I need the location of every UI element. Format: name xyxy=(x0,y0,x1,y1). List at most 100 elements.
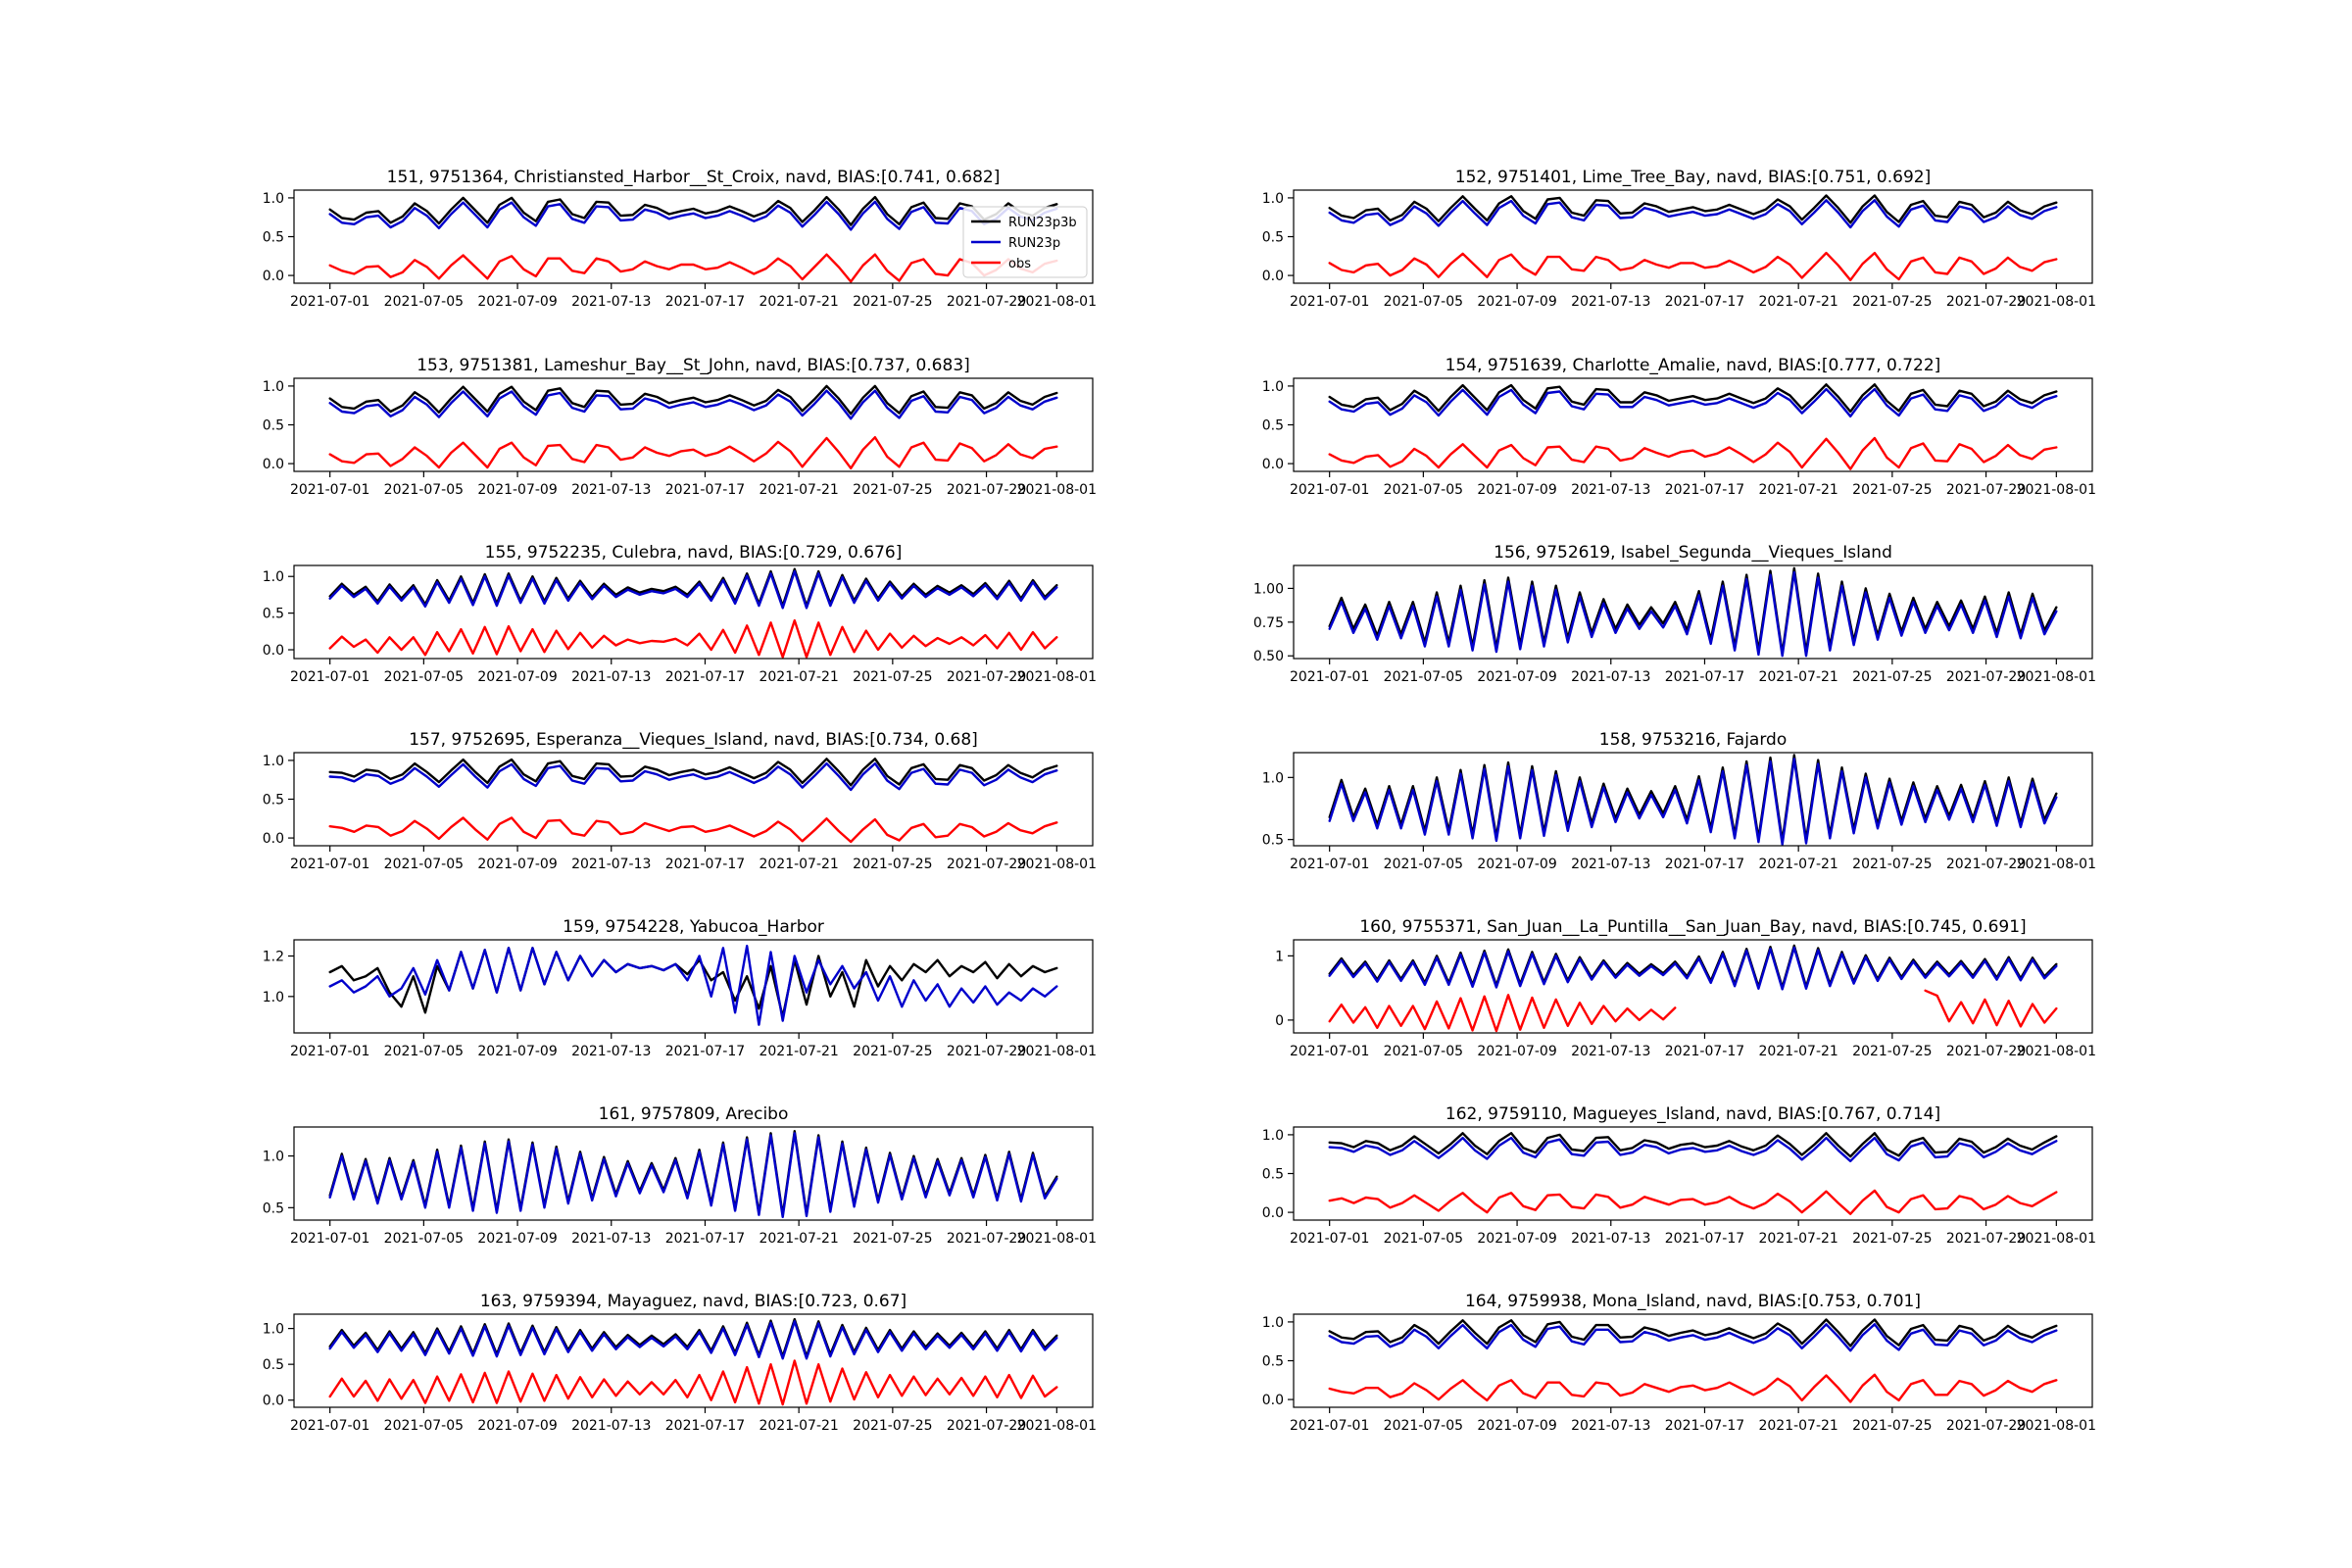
x-tick-label: 2021-07-21 xyxy=(1758,482,1838,498)
subplot-11: 161, 9757809, Arecibo 0.5 1.0 2021-07-01 202… xyxy=(263,1104,1097,1247)
series-line-RUN23p3b xyxy=(1328,194,2058,224)
x-tick-label: 2021-08-01 xyxy=(1017,294,1097,310)
x-tick-label: 2021-07-13 xyxy=(571,669,651,685)
y-tick-label: 0.0 xyxy=(263,457,284,472)
x-tick-label: 2021-07-13 xyxy=(1571,857,1650,872)
series-line-obs xyxy=(1328,251,2058,281)
x-tick-label: 2021-08-01 xyxy=(2017,294,2096,310)
series-line-obs xyxy=(1328,1189,2058,1215)
x-tick-label: 2021-08-01 xyxy=(1017,482,1097,498)
x-tick-label: 2021-07-01 xyxy=(1290,294,1369,310)
series-line-RUN23p xyxy=(328,389,1058,420)
x-tick-label: 2021-08-01 xyxy=(2017,482,2096,498)
y-tick-label: 0.5 xyxy=(263,607,284,622)
x-tick-label: 2021-07-13 xyxy=(571,1044,651,1059)
x-tick-label: 2021-07-21 xyxy=(759,1044,838,1059)
y-tick-label: 0.5 xyxy=(1262,1354,1284,1370)
x-tick-label: 2021-07-25 xyxy=(1852,1231,1932,1247)
y-tick-label: 1.2 xyxy=(263,950,284,965)
axes-frame xyxy=(293,939,1094,1034)
subplot-10: 160, 9755371, San_Juan__La_Puntilla__San… xyxy=(1275,917,2096,1059)
x-tick-label: 2021-07-25 xyxy=(1852,1044,1932,1059)
axes-frame xyxy=(293,564,1094,660)
x-tick-label: 2021-07-29 xyxy=(1946,1044,2026,1059)
x-tick-label: 2021-07-21 xyxy=(1758,294,1838,310)
y-tick-label: 1.0 xyxy=(263,191,284,207)
axes-frame xyxy=(1293,939,2093,1034)
subplot-title: 164, 9759938, Mona_Island, navd, BIAS:[0… xyxy=(1465,1292,1921,1311)
x-tick-label: 2021-07-25 xyxy=(1852,857,1932,872)
x-tick-label: 2021-07-29 xyxy=(947,669,1026,685)
x-tick-label: 2021-07-13 xyxy=(1571,482,1650,498)
y-tick-label: 1.0 xyxy=(263,379,284,395)
series-line-RUN23p xyxy=(1328,387,2058,417)
x-tick-label: 2021-07-21 xyxy=(759,669,838,685)
y-tick-label: 0.0 xyxy=(263,1394,284,1409)
x-tick-label: 2021-07-09 xyxy=(477,669,557,685)
x-tick-label: 2021-08-01 xyxy=(2017,1231,2096,1247)
x-tick-label: 2021-07-25 xyxy=(853,482,932,498)
axes-frame xyxy=(1293,564,2093,660)
subplot-title: 152, 9751401, Lime_Tree_Bay, navd, BIAS:… xyxy=(1455,168,1931,187)
axes-frame xyxy=(293,1313,1094,1408)
x-tick-label: 2021-07-09 xyxy=(1477,1231,1556,1247)
x-tick-label: 2021-07-01 xyxy=(1290,1044,1369,1059)
legend-box xyxy=(962,206,1088,278)
x-tick-label: 2021-07-29 xyxy=(1946,1231,2026,1247)
x-tick-label: 2021-08-01 xyxy=(1017,1231,1097,1247)
x-tick-label: 2021-07-25 xyxy=(853,1231,932,1247)
x-tick-label: 2021-07-09 xyxy=(477,1044,557,1059)
x-tick-label: 2021-07-25 xyxy=(853,294,932,310)
y-tick-label: 0.0 xyxy=(263,831,284,847)
series-line-obs xyxy=(328,436,1058,469)
x-tick-label: 2021-07-17 xyxy=(1665,669,1744,685)
x-tick-label: 2021-07-13 xyxy=(571,1418,651,1434)
y-tick-label: 1.00 xyxy=(1253,581,1284,597)
x-tick-label: 2021-07-29 xyxy=(1946,294,2026,310)
series-line-RUN23p xyxy=(328,200,1058,231)
subplot-title: 160, 9755371, San_Juan__La_Puntilla__San… xyxy=(1359,917,2026,937)
x-tick-label: 2021-07-17 xyxy=(1665,482,1744,498)
x-tick-label: 2021-07-17 xyxy=(1665,1044,1744,1059)
x-tick-label: 2021-07-29 xyxy=(1946,857,2026,872)
y-tick-label: 0.5 xyxy=(1262,1167,1284,1183)
y-tick-label: 1.0 xyxy=(263,1150,284,1165)
x-tick-label: 2021-07-13 xyxy=(571,1231,651,1247)
series-line-RUN23p xyxy=(1328,946,2058,991)
x-tick-label: 2021-07-01 xyxy=(1290,1418,1369,1434)
subplot-title: 159, 9754228, Yabucoa_Harbor xyxy=(563,917,824,937)
y-tick-label: 1.0 xyxy=(1262,191,1284,207)
x-tick-label: 2021-07-25 xyxy=(853,1044,932,1059)
x-tick-label: 2021-07-17 xyxy=(665,294,745,310)
subplot-title: 156, 9752619, Isabel_Segunda__Vieques_Is… xyxy=(1494,543,1892,563)
x-tick-label: 2021-07-17 xyxy=(665,482,745,498)
series-line-RUN23p3b xyxy=(328,195,1058,226)
x-tick-label: 2021-07-01 xyxy=(290,482,369,498)
x-tick-label: 2021-07-21 xyxy=(759,1231,838,1247)
x-tick-label: 2021-07-09 xyxy=(1477,1044,1556,1059)
x-tick-label: 2021-07-29 xyxy=(947,1231,1026,1247)
x-tick-label: 2021-07-21 xyxy=(1758,1418,1838,1434)
y-tick-label: 0.5 xyxy=(263,230,284,246)
y-tick-label: 0.0 xyxy=(263,643,284,659)
subplot-title: 158, 9753216, Fajardo xyxy=(1599,730,1787,750)
y-tick-label: 0.0 xyxy=(1262,269,1284,284)
x-tick-label: 2021-08-01 xyxy=(2017,857,2096,872)
x-tick-label: 2021-07-25 xyxy=(1852,669,1932,685)
x-tick-label: 2021-07-13 xyxy=(1571,1418,1650,1434)
x-tick-label: 2021-07-05 xyxy=(1384,669,1463,685)
y-tick-label: 1.0 xyxy=(263,990,284,1005)
series-line-RUN23p3b xyxy=(328,758,1058,787)
x-tick-label: 2021-07-05 xyxy=(1384,482,1463,498)
y-tick-label: 1.0 xyxy=(1262,770,1284,786)
subplot-8: 158, 9753216, Fajardo 0.5 1.0 2021-07-01 202… xyxy=(1262,730,2096,872)
x-tick-label: 2021-07-25 xyxy=(853,1418,932,1434)
series-line-obs xyxy=(1328,1373,2058,1403)
y-tick-label: 1.0 xyxy=(1262,1128,1284,1144)
x-tick-label: 2021-07-09 xyxy=(1477,857,1556,872)
x-tick-label: 2021-07-01 xyxy=(1290,482,1369,498)
x-tick-label: 2021-08-01 xyxy=(1017,1418,1097,1434)
x-tick-label: 2021-07-09 xyxy=(477,482,557,498)
x-tick-label: 2021-07-09 xyxy=(1477,294,1556,310)
x-tick-label: 2021-07-01 xyxy=(290,857,369,872)
